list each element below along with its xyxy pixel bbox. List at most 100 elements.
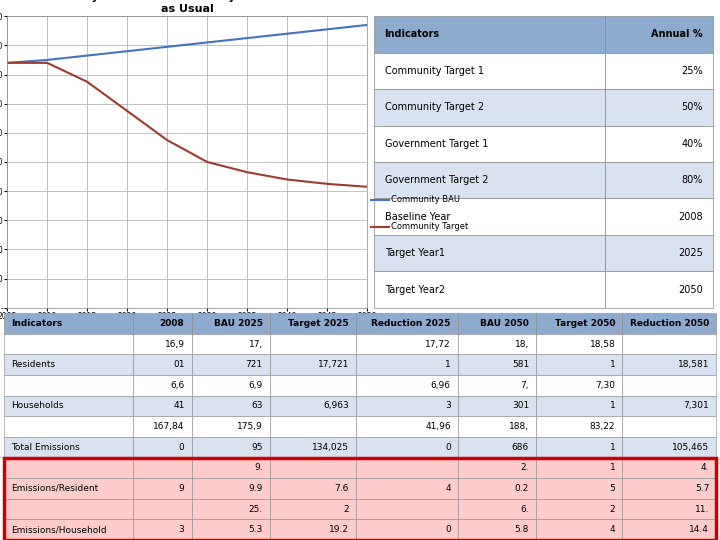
FancyBboxPatch shape — [458, 478, 536, 499]
Line: Community Target: Community Target — [7, 63, 367, 187]
Text: 188,: 188, — [509, 422, 529, 431]
Text: 6,9: 6,9 — [248, 381, 263, 390]
Text: 2008: 2008 — [678, 212, 703, 222]
Text: 18,: 18, — [515, 340, 529, 349]
Text: 1: 1 — [445, 360, 451, 369]
Text: 6,963: 6,963 — [323, 401, 349, 410]
Text: 83,22: 83,22 — [590, 422, 616, 431]
Text: 581: 581 — [512, 360, 529, 369]
FancyBboxPatch shape — [605, 162, 713, 199]
Text: 2050: 2050 — [678, 285, 703, 295]
FancyBboxPatch shape — [270, 396, 356, 416]
Text: Target 2050: Target 2050 — [555, 319, 616, 328]
Community Target — [43, 59, 52, 66]
Text: 4.: 4. — [701, 463, 709, 472]
Text: 7,: 7, — [521, 381, 529, 390]
Text: Reduction 2050: Reduction 2050 — [630, 319, 709, 328]
Text: 134,025: 134,025 — [312, 443, 349, 452]
Text: 5.8: 5.8 — [515, 525, 529, 534]
Text: 11.: 11. — [695, 504, 709, 514]
FancyBboxPatch shape — [458, 519, 536, 540]
Text: 9.9: 9.9 — [248, 484, 263, 493]
Community Target — [323, 180, 331, 187]
Text: 301: 301 — [512, 401, 529, 410]
Text: 0: 0 — [445, 525, 451, 534]
FancyBboxPatch shape — [192, 437, 270, 457]
Community BAU — [203, 39, 212, 46]
Text: 17,721: 17,721 — [318, 360, 349, 369]
Text: 5: 5 — [610, 484, 616, 493]
FancyBboxPatch shape — [4, 375, 133, 396]
Text: 18,58: 18,58 — [590, 340, 616, 349]
Text: 7,30: 7,30 — [595, 381, 616, 390]
FancyBboxPatch shape — [356, 519, 458, 540]
FancyBboxPatch shape — [356, 478, 458, 499]
Text: Indicators: Indicators — [11, 319, 62, 328]
FancyBboxPatch shape — [4, 313, 133, 334]
FancyBboxPatch shape — [192, 416, 270, 437]
FancyBboxPatch shape — [356, 499, 458, 519]
FancyBboxPatch shape — [536, 334, 622, 354]
Text: Emissions/Resident: Emissions/Resident — [11, 484, 98, 493]
FancyBboxPatch shape — [458, 334, 536, 354]
FancyBboxPatch shape — [458, 457, 536, 478]
FancyBboxPatch shape — [458, 416, 536, 437]
Community Target — [83, 79, 91, 85]
Text: 5.3: 5.3 — [248, 525, 263, 534]
Text: 17,: 17, — [248, 340, 263, 349]
FancyBboxPatch shape — [536, 499, 622, 519]
Text: 2025: 2025 — [678, 248, 703, 258]
FancyBboxPatch shape — [605, 16, 713, 53]
FancyBboxPatch shape — [374, 16, 605, 53]
FancyBboxPatch shape — [605, 126, 713, 162]
FancyBboxPatch shape — [4, 457, 133, 478]
FancyBboxPatch shape — [374, 271, 605, 308]
FancyBboxPatch shape — [270, 499, 356, 519]
FancyBboxPatch shape — [536, 354, 622, 375]
FancyBboxPatch shape — [192, 519, 270, 540]
Text: 19.2: 19.2 — [329, 525, 349, 534]
Community BAU — [283, 30, 292, 37]
Community BAU — [163, 44, 171, 50]
Text: 1: 1 — [610, 401, 616, 410]
FancyBboxPatch shape — [356, 396, 458, 416]
FancyBboxPatch shape — [270, 519, 356, 540]
FancyBboxPatch shape — [192, 478, 270, 499]
FancyBboxPatch shape — [536, 478, 622, 499]
FancyBboxPatch shape — [133, 499, 192, 519]
Text: 9: 9 — [179, 484, 184, 493]
Text: Baseline Year: Baseline Year — [384, 212, 450, 222]
FancyBboxPatch shape — [192, 457, 270, 478]
Text: Indicators: Indicators — [384, 29, 440, 39]
FancyBboxPatch shape — [4, 519, 133, 540]
FancyBboxPatch shape — [622, 499, 716, 519]
FancyBboxPatch shape — [458, 437, 536, 457]
FancyBboxPatch shape — [536, 457, 622, 478]
FancyBboxPatch shape — [270, 416, 356, 437]
Text: Households: Households — [11, 401, 63, 410]
FancyBboxPatch shape — [622, 519, 716, 540]
FancyBboxPatch shape — [270, 313, 356, 334]
Community Target — [363, 184, 372, 190]
FancyBboxPatch shape — [536, 375, 622, 396]
FancyBboxPatch shape — [622, 457, 716, 478]
FancyBboxPatch shape — [458, 396, 536, 416]
FancyBboxPatch shape — [374, 199, 605, 235]
FancyBboxPatch shape — [374, 89, 605, 126]
FancyBboxPatch shape — [192, 354, 270, 375]
FancyBboxPatch shape — [622, 437, 716, 457]
Text: 686: 686 — [512, 443, 529, 452]
Text: 721: 721 — [246, 360, 263, 369]
Line: Community BAU: Community BAU — [7, 25, 367, 63]
FancyBboxPatch shape — [133, 478, 192, 499]
FancyBboxPatch shape — [4, 334, 133, 354]
Text: Target Year1: Target Year1 — [384, 248, 444, 258]
Text: Community Target: Community Target — [391, 222, 468, 231]
Text: 1: 1 — [610, 463, 616, 472]
Text: 105,465: 105,465 — [672, 443, 709, 452]
Text: 9.: 9. — [254, 463, 263, 472]
FancyBboxPatch shape — [133, 437, 192, 457]
FancyBboxPatch shape — [605, 53, 713, 89]
Text: 01: 01 — [173, 360, 184, 369]
FancyBboxPatch shape — [356, 334, 458, 354]
